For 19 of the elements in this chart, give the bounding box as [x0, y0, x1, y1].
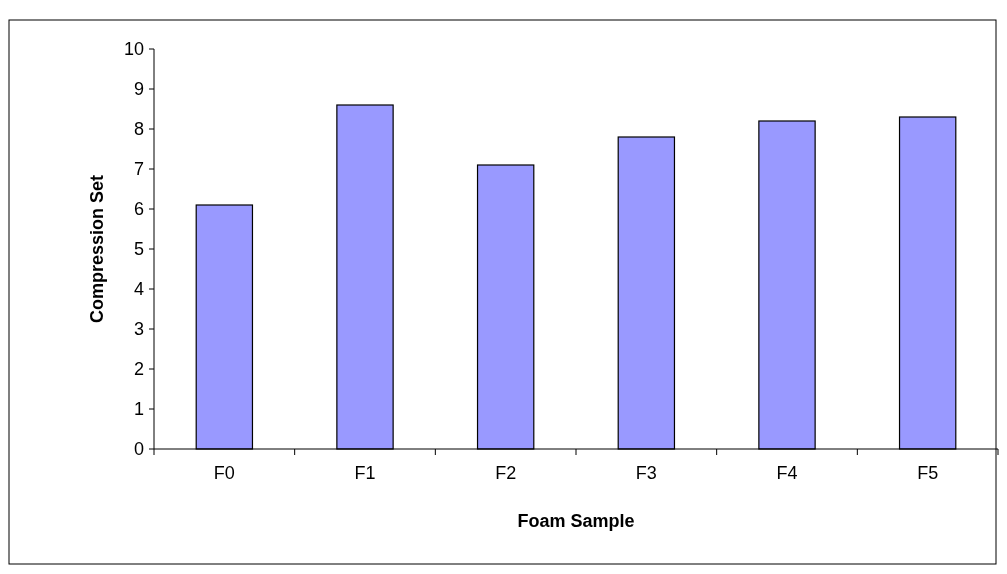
y-tick-label: 10 [123, 39, 144, 60]
y-tick-label: 0 [133, 439, 144, 460]
y-axis-title: Compression Set [87, 174, 107, 324]
x-tick-label: F3 [635, 463, 657, 483]
y-tick-label: 8 [133, 119, 144, 140]
y-tick-label: 2 [133, 359, 144, 380]
x-tick-label: F2 [495, 463, 517, 483]
y-tick-label: 4 [133, 279, 144, 300]
y-tick-label: 9 [133, 79, 144, 100]
y-tick-label: 6 [133, 199, 144, 220]
x-tick-label: F4 [776, 463, 798, 483]
y-tick-label: 7 [133, 159, 144, 180]
x-axis-title: Foam Sample [517, 511, 635, 531]
x-tick-label: F0 [213, 463, 235, 483]
y-tick-label: 3 [133, 319, 144, 340]
y-tick-label: 1 [133, 399, 144, 420]
y-tick-label: 5 [133, 239, 144, 260]
x-tick-label: F5 [917, 463, 939, 483]
x-tick-label: F1 [354, 463, 376, 483]
